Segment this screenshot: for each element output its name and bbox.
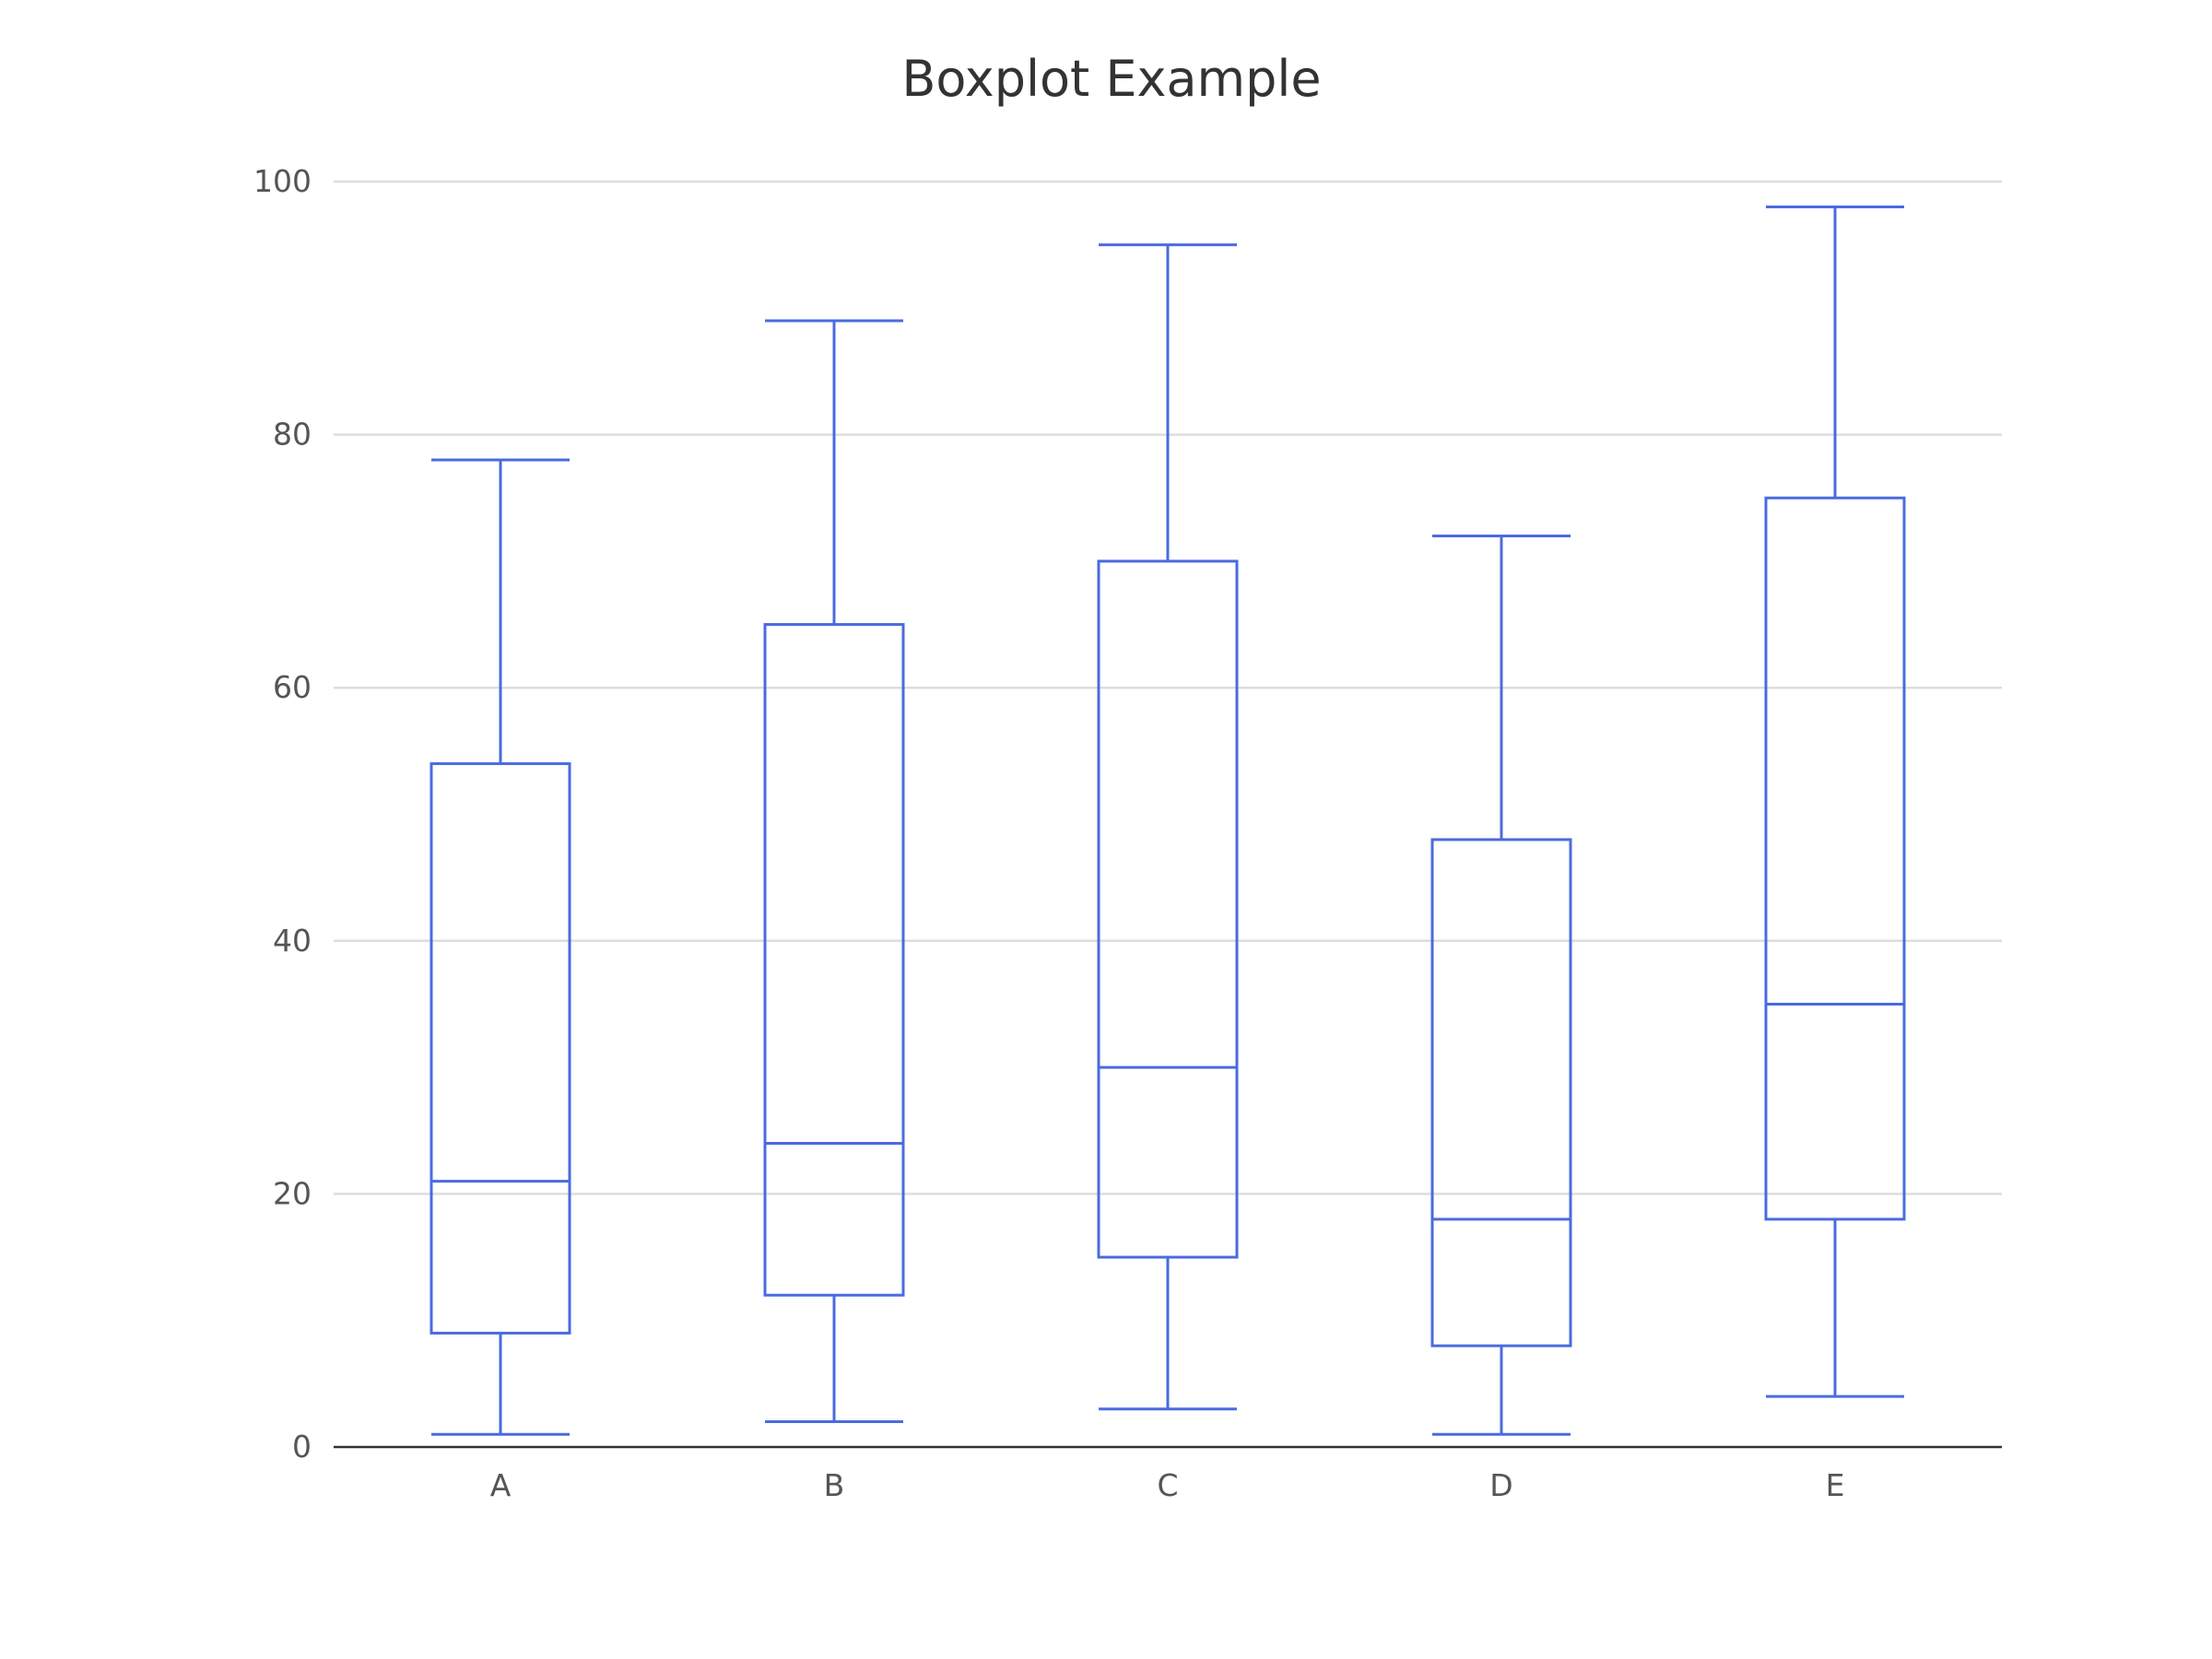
y-tick-label-60: 60 [273,669,312,705]
y-tick-label-80: 80 [273,417,312,453]
iqr-box-B [763,623,905,1297]
box-A [429,458,571,1436]
x-tick-label-C: C [1157,1467,1178,1503]
iqr-box-E [1764,496,1906,1221]
y-tick-label-0: 0 [292,1429,312,1465]
x-axis-tick-labels: A B C D E [490,1467,1845,1503]
grid-lines [334,180,2002,1195]
iqr-box-C [1097,559,1239,1259]
y-tick-label-100: 100 [253,163,312,199]
iqr-box-D [1430,838,1572,1347]
box-E [1764,205,1906,1398]
x-tick-label-A: A [490,1467,512,1503]
y-tick-label-40: 40 [273,923,312,959]
y-axis-tick-labels: 0 20 40 60 80 100 [253,163,312,1465]
box-B [763,319,905,1424]
box-plots [429,205,1906,1436]
chart-title: Boxplot Example [901,50,1321,108]
iqr-box-A [429,762,571,1335]
x-tick-label-E: E [1826,1467,1845,1503]
y-tick-label-20: 20 [273,1175,312,1211]
box-D [1430,534,1572,1436]
x-tick-label-B: B [824,1467,845,1503]
x-tick-label-D: D [1489,1467,1512,1503]
box-C [1097,243,1239,1411]
